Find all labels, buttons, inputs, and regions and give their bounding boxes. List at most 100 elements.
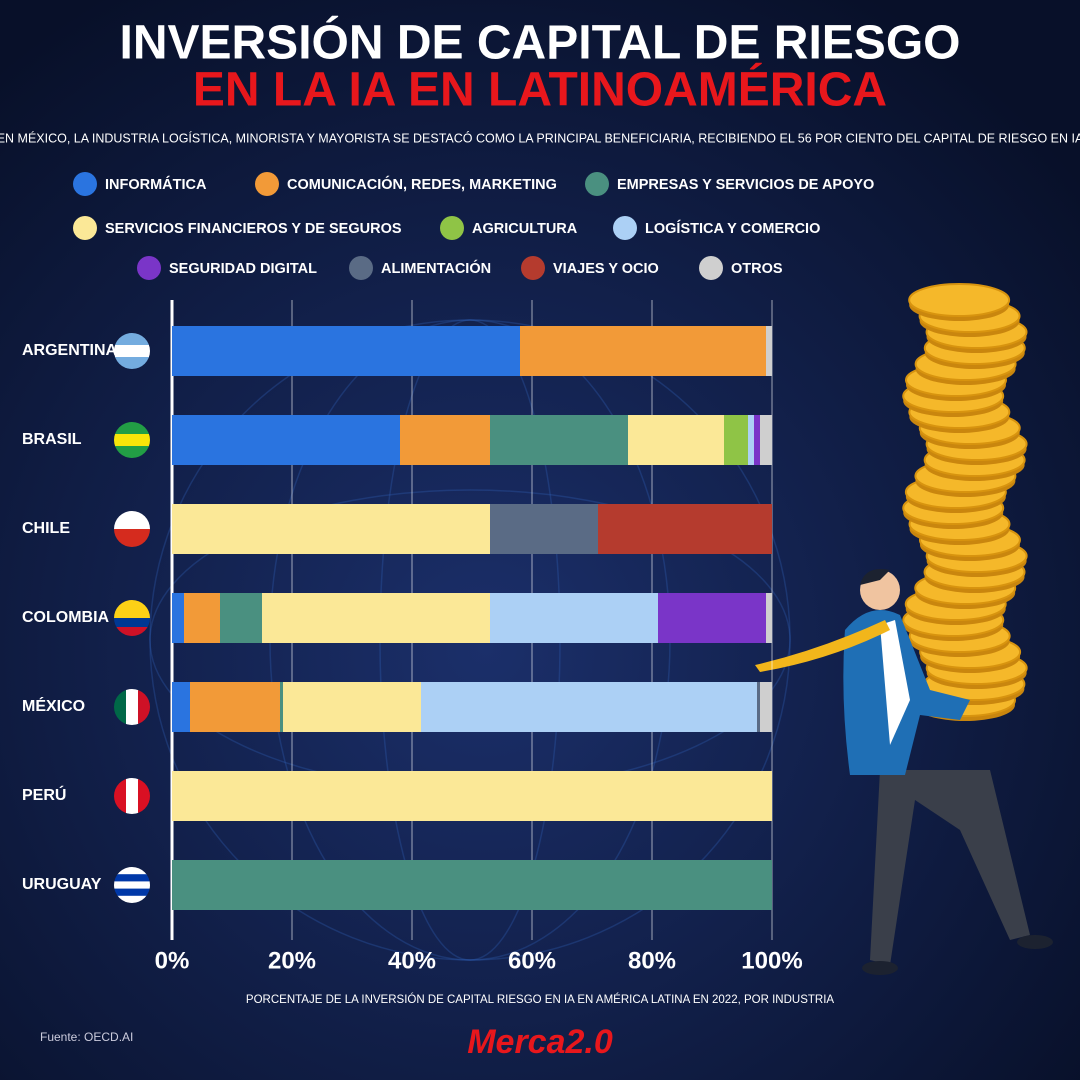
bar-segment [490, 504, 598, 554]
legend-label: SERVICIOS FINANCIEROS Y DE SEGUROS [105, 221, 402, 237]
bar-segment [628, 415, 724, 465]
flag-stripe [114, 446, 150, 458]
legend-swatch [585, 172, 609, 196]
bar-segment [724, 415, 748, 465]
bar-segment [658, 593, 766, 643]
flag [114, 778, 150, 814]
flag-stripe [138, 778, 150, 814]
bar-segment [766, 326, 772, 376]
category-label: PERÚ [22, 785, 66, 804]
flag-stripe [114, 874, 150, 882]
legend-label: SEGURIDAD DIGITAL [169, 261, 317, 277]
brand-logo: Merca2.0 [467, 1023, 613, 1061]
legend-label: ALIMENTACIÓN [381, 259, 491, 277]
bar-segment [172, 860, 772, 910]
flag-stripe [114, 881, 150, 890]
legend-label: INFORMÁTICA [105, 176, 207, 193]
legend-label: COMUNICACIÓN, REDES, MARKETING [287, 175, 557, 193]
legend-swatch [73, 172, 97, 196]
legend-swatch [137, 256, 161, 280]
bar-segment [490, 415, 628, 465]
flag [114, 333, 150, 369]
legend-swatch [73, 216, 97, 240]
bar-segment [766, 593, 772, 643]
bar-segment [598, 504, 772, 554]
flag [114, 422, 150, 458]
category-label: URUGUAY [22, 876, 102, 893]
flag-stripe [126, 778, 139, 814]
title: INVERSIÓN DE CAPITAL DE RIESGO [119, 15, 960, 70]
bar-segment [754, 415, 760, 465]
flag-stripe [114, 333, 150, 346]
category-label: CHILE [22, 520, 70, 537]
legend-label: VIAJES Y OCIO [553, 261, 659, 277]
bar-segment [190, 682, 280, 732]
legend-swatch [255, 172, 279, 196]
legend-label: EMPRESAS Y SERVICIOS DE APOYO [617, 177, 874, 193]
x-tick-label: 20% [268, 947, 316, 974]
bar-segment [760, 682, 772, 732]
legend-swatch [521, 256, 545, 280]
flag-stripe [114, 627, 150, 636]
bar-segment [748, 415, 754, 465]
subtitle: EN MÉXICO, LA INDUSTRIA LOGÍSTICA, MINOR… [0, 130, 1080, 145]
bar-segment [184, 593, 220, 643]
bar-segment [172, 771, 772, 821]
flag-stripe [114, 345, 150, 358]
legend-label: OTROS [731, 261, 783, 277]
category-label: ARGENTINA [22, 342, 118, 359]
flag [114, 511, 150, 547]
flag-stripe [138, 689, 150, 725]
legend-swatch [699, 256, 723, 280]
bar-segment [172, 415, 400, 465]
flag-stripe [114, 689, 127, 725]
bar-segment [283, 682, 421, 732]
flag-stripe [114, 511, 150, 530]
x-tick-label: 0% [155, 947, 190, 974]
bar-segment [172, 682, 190, 732]
bar-segment [520, 326, 766, 376]
illustration [755, 283, 1053, 975]
bar-segment [421, 682, 757, 732]
source: Fuente: OECD.AI [40, 1030, 133, 1044]
bar-segment [760, 415, 772, 465]
legend-swatch [440, 216, 464, 240]
title-highlight: EN LA IA EN LATINOAMÉRICA [193, 63, 887, 117]
legend-label: LOGÍSTICA Y COMERCIO [645, 220, 820, 237]
bar-segment [172, 504, 490, 554]
legend-label: AGRICULTURA [472, 221, 578, 237]
flag-stripe [126, 689, 139, 725]
category-label: COLOMBIA [22, 609, 110, 626]
bar-segment [172, 326, 520, 376]
bar-segment [172, 593, 184, 643]
flag-stripe [114, 422, 150, 435]
flag-stripe [114, 888, 150, 897]
coin [908, 283, 1011, 317]
flag [114, 600, 150, 636]
bar-segment [490, 593, 658, 643]
x-tick-label: 60% [508, 947, 556, 974]
flag-stripe [114, 357, 150, 369]
x-tick-label: 100% [741, 947, 802, 974]
bar-segment [400, 415, 490, 465]
flag-stripe [114, 867, 150, 875]
x-axis-label: PORCENTAJE DE LA INVERSIÓN DE CAPITAL RI… [246, 993, 834, 1006]
x-tick-label: 80% [628, 947, 676, 974]
bar-segment [220, 593, 262, 643]
flag-stripe [114, 895, 150, 903]
flag-stripe [114, 778, 127, 814]
flag-stripe [114, 609, 150, 619]
legend-swatch [349, 256, 373, 280]
flag [114, 689, 150, 725]
category-label: MÉXICO [22, 696, 85, 715]
flag-stripe [114, 434, 150, 447]
bar-segment [757, 682, 760, 732]
flag [114, 867, 150, 903]
x-tick-label: 40% [388, 947, 436, 974]
flag-stripe [114, 529, 150, 547]
bar-segment [280, 682, 283, 732]
flag-stripe [114, 618, 150, 628]
flag-stripe [114, 600, 150, 610]
bar-segment [262, 593, 490, 643]
